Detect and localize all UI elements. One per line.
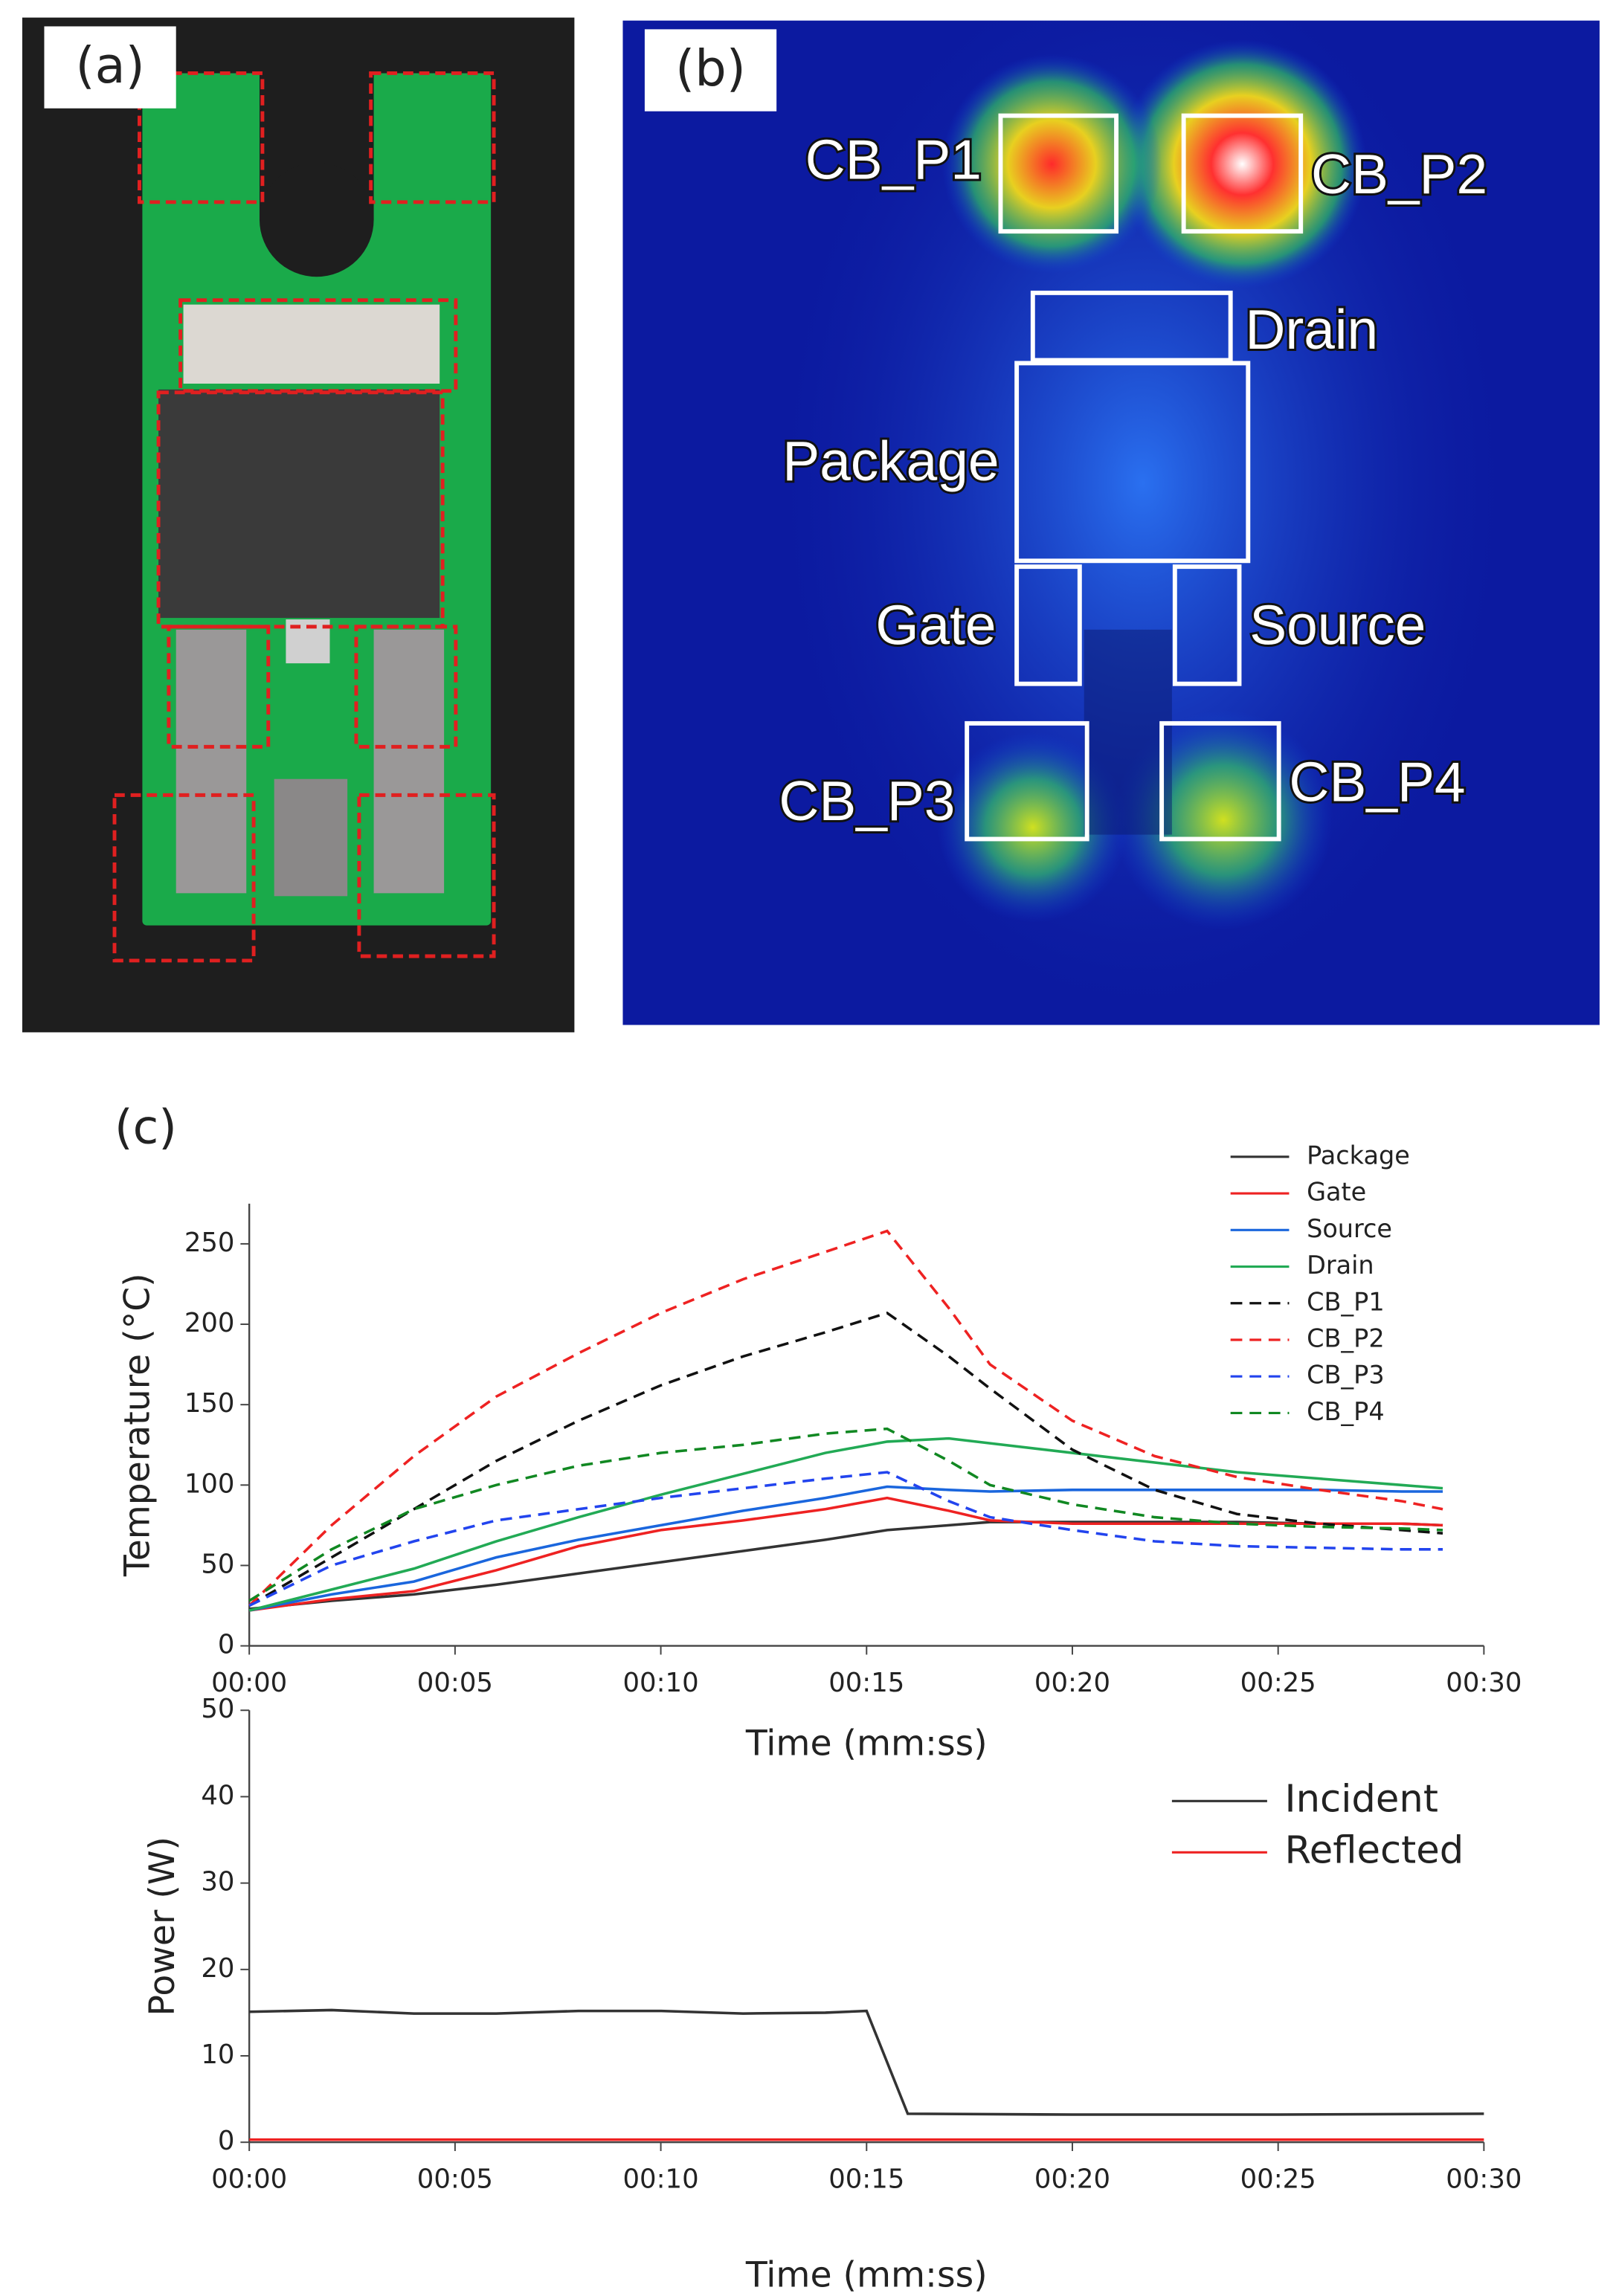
series-line	[248, 1427, 1443, 1602]
y-axis-label: Temperature (°C)	[117, 1273, 158, 1577]
series-line	[248, 1311, 1443, 1607]
x-tick-label: 00:30	[1446, 1668, 1522, 1698]
y-tick-label: 0	[218, 2126, 235, 2156]
legend-label: Reflected	[1285, 1828, 1464, 1872]
legend-label: CB_P2	[1307, 1323, 1385, 1352]
series-line	[249, 2008, 1484, 2116]
region-label: Source	[1249, 594, 1426, 657]
series-line	[248, 1496, 1443, 1612]
region-label: CB_P4	[1289, 750, 1465, 813]
legend-label: Gate	[1307, 1178, 1366, 1207]
y-axis-label: Power (W)	[142, 1837, 183, 2016]
y-tick-label: 250	[184, 1228, 235, 1258]
y-tick-label: 50	[201, 1694, 234, 1724]
panel-label: (a)	[75, 36, 144, 94]
thermal-image	[622, 20, 1600, 1025]
x-tick-label: 00:15	[828, 2164, 904, 2194]
x-tick-label: 00:05	[417, 1668, 493, 1698]
x-axis-label: Time (mm:ss)	[745, 2254, 988, 2295]
x-axis-label: Time (mm:ss)	[745, 1723, 988, 1764]
thermal-boxes	[965, 113, 1304, 842]
y-tick-label: 40	[201, 1780, 234, 1810]
label-box	[644, 29, 777, 112]
x-tick-label: 00:05	[417, 2164, 493, 2194]
x-tick-label: 00:00	[211, 1668, 287, 1698]
x-tick-label: 00:15	[828, 1668, 904, 1698]
x-tick-label: 00:25	[1240, 1668, 1316, 1698]
y-tick-label: 150	[184, 1388, 235, 1419]
region-label: CB_P2	[1311, 143, 1487, 205]
x-tick-label: 00:25	[1240, 2164, 1316, 2194]
region-label: Gate	[875, 594, 996, 657]
y-tick-label: 200	[184, 1308, 235, 1338]
legend-label: Source	[1307, 1214, 1392, 1243]
x-tick-label: 00:10	[623, 2164, 699, 2194]
legend-label: Incident	[1285, 1776, 1438, 1821]
region-label: Package	[782, 430, 999, 492]
y-tick-label: 20	[201, 1953, 234, 1984]
y-tick-label: 30	[201, 1867, 234, 1897]
legend-label: Package	[1307, 1141, 1410, 1170]
x-tick-label: 00:00	[211, 2164, 287, 2194]
legend-label: Drain	[1307, 1251, 1374, 1280]
region-label: CB_P3	[779, 770, 955, 832]
y-tick-label: 10	[201, 2039, 234, 2070]
region-label: CB_P1	[805, 128, 982, 190]
series-line	[248, 1485, 1443, 1612]
series-line	[248, 1471, 1443, 1607]
legend-label: CB_P3	[1307, 1361, 1385, 1390]
x-tick-label: 00:10	[623, 1668, 699, 1698]
series-line	[248, 1229, 1443, 1607]
legend-label: CB_P4	[1307, 1397, 1385, 1426]
region-label: Drain	[1245, 298, 1378, 361]
y-tick-label: 0	[218, 1630, 235, 1660]
y-tick-label: 100	[184, 1468, 235, 1499]
y-tick-label: 50	[201, 1549, 234, 1579]
photo	[22, 17, 575, 1033]
series-line	[248, 1436, 1443, 1612]
legend-label: CB_P1	[1307, 1287, 1385, 1316]
panel-label: (b)	[675, 39, 746, 97]
x-tick-label: 00:20	[1034, 1668, 1110, 1698]
x-tick-label: 00:20	[1034, 2164, 1110, 2194]
series-line	[249, 1521, 1443, 1610]
panel-label: (c)	[115, 1100, 177, 1154]
x-tick-label: 00:30	[1446, 2164, 1522, 2194]
